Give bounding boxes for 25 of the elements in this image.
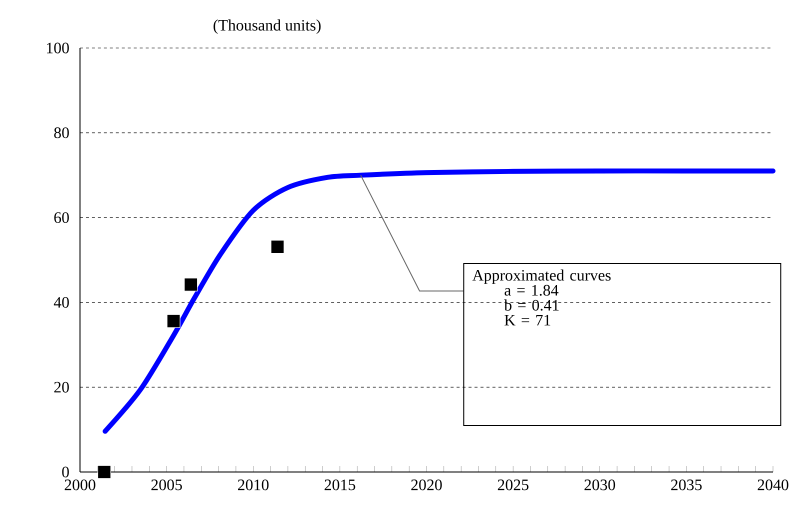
x-tick-label: 2020: [411, 480, 442, 490]
point: [97, 465, 112, 479]
x-tick-label: 2040: [758, 480, 788, 490]
point: [270, 240, 284, 254]
annotation: a = 1.84: [504, 284, 558, 296]
line-series: [102, 168, 776, 434]
annotation: Approximated curves: [472, 269, 611, 284]
annotation: K = 71: [504, 314, 550, 326]
point: [166, 314, 180, 328]
y-tick-label: 0: [62, 466, 69, 478]
y-tick-label: 80: [54, 127, 69, 138]
x-tick-label: 2000: [64, 480, 96, 490]
y-tick-label: 20: [54, 382, 69, 393]
x-tick-label: 2025: [498, 480, 528, 490]
y-tick-label: 40: [54, 297, 69, 308]
x-tick-label: 2015: [324, 480, 356, 490]
y-axis-title: (Thousand units): [214, 19, 321, 34]
y-tick-label: 100: [47, 42, 69, 54]
point: [184, 278, 198, 292]
x-tick-label: 2035: [671, 480, 702, 490]
x-tick-label: 2005: [151, 480, 182, 490]
x-tick-label: 2030: [584, 480, 616, 490]
y-tick-label: 60: [54, 212, 69, 223]
annotation: b = 0.41: [504, 299, 559, 311]
x-tick-label: 2010: [238, 480, 269, 490]
